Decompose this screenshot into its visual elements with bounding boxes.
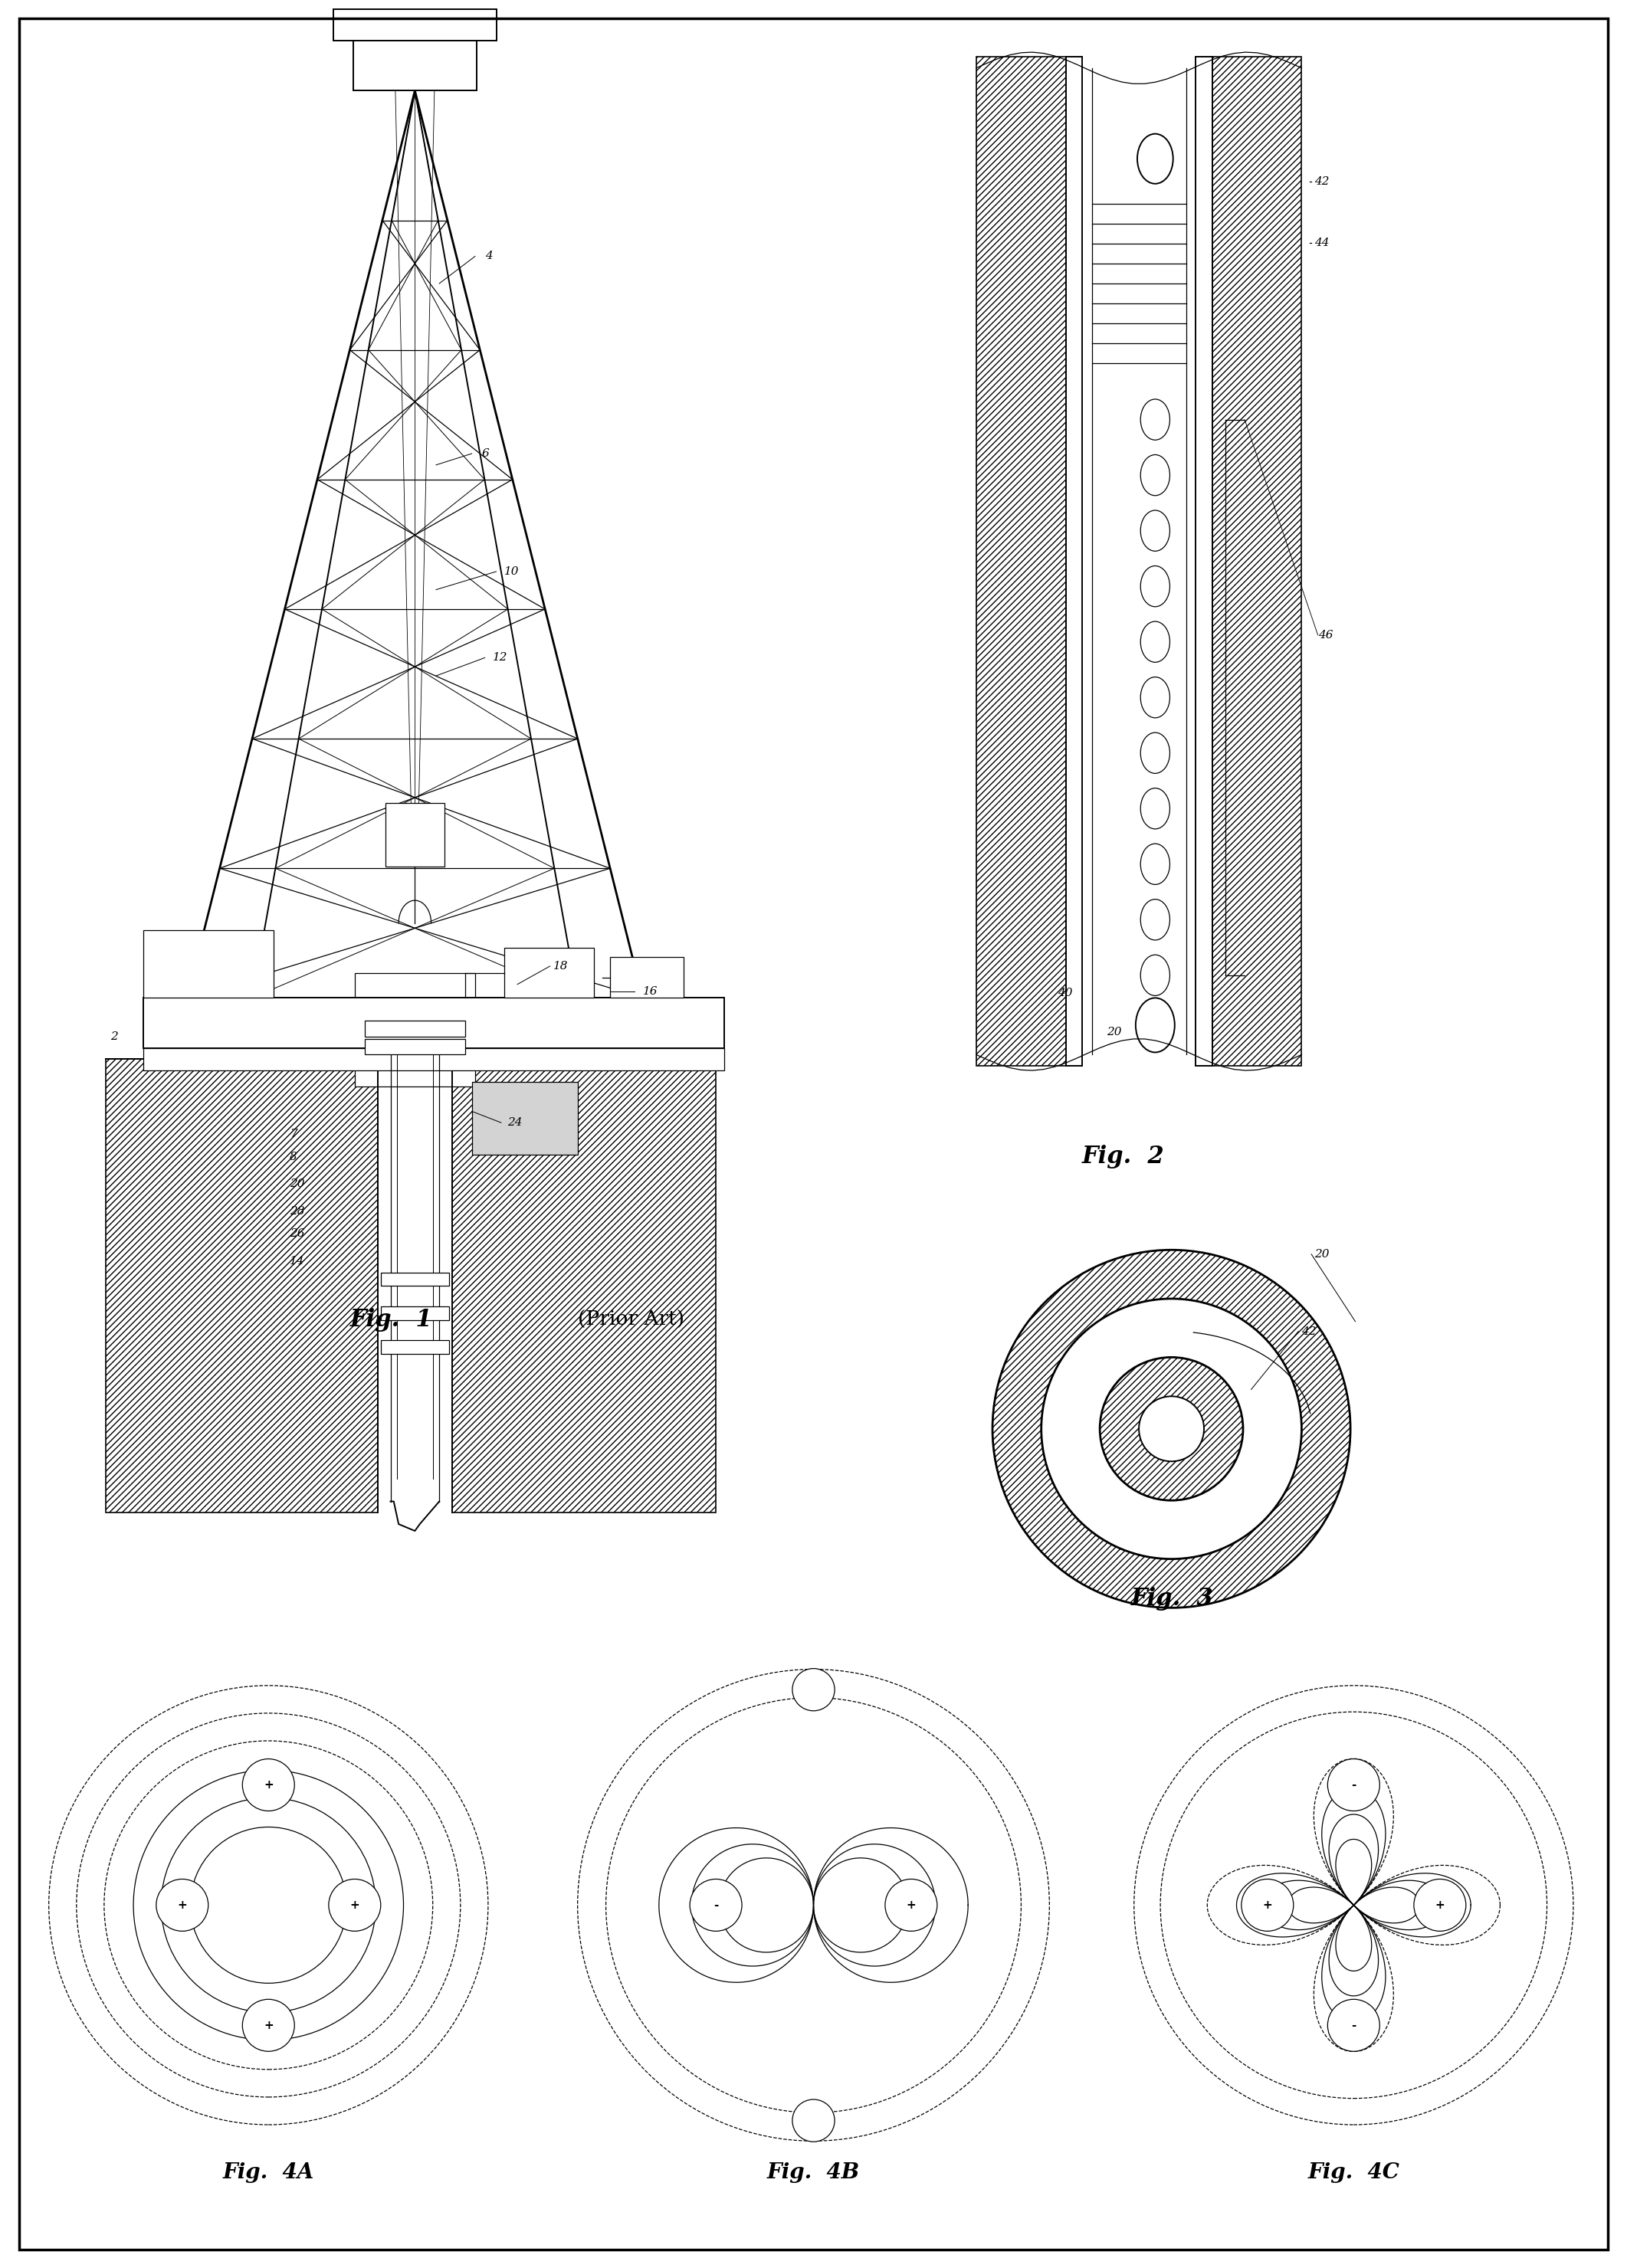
Bar [334,9,496,41]
Text: 28: 28 [290,1207,304,1216]
Text: 8: 8 [290,1152,298,1161]
Bar [353,41,477,91]
Ellipse shape [156,1880,208,1930]
Bar [386,803,444,866]
Text: +: + [350,1898,360,1912]
Text: +: + [906,1898,916,1912]
Circle shape [1141,955,1170,996]
Text: 7: 7 [290,1129,298,1139]
Text: +: + [264,2019,273,2032]
Text: 16: 16 [643,987,657,996]
Text: Fig.  1: Fig. 1 [350,1309,433,1331]
Bar [976,57,1066,1066]
Bar [355,973,475,1086]
Text: Fig.  4B: Fig. 4B [766,2161,861,2184]
Text: +: + [177,1898,187,1912]
Text: +: + [264,1778,273,1792]
Circle shape [1141,399,1170,440]
Circle shape [1141,676,1170,719]
Ellipse shape [1328,1760,1380,1810]
Circle shape [1141,787,1170,830]
Bar [504,948,594,998]
Text: 4: 4 [485,252,493,261]
Text: 44: 44 [1315,238,1329,247]
Text: 2: 2 [111,1032,119,1041]
Bar [1212,57,1302,1066]
Circle shape [1141,567,1170,608]
Ellipse shape [1414,1880,1466,1930]
Circle shape [1141,733,1170,773]
Bar [106,1059,377,1513]
Text: 40: 40 [1058,989,1072,998]
Circle shape [1137,134,1173,184]
Bar [381,1306,449,1320]
Ellipse shape [690,1880,742,1930]
Text: 20: 20 [1106,1027,1121,1036]
Bar [143,1048,724,1070]
Text: 46: 46 [1318,631,1333,640]
Bar [381,1272,449,1286]
Ellipse shape [792,1669,835,1710]
Bar [472,1082,578,1154]
Text: 14: 14 [290,1256,304,1266]
Text: -: - [1350,2019,1357,2032]
Circle shape [1141,844,1170,885]
Text: +: + [1263,1898,1272,1912]
Text: (Prior Art): (Prior Art) [578,1311,683,1329]
Ellipse shape [885,1880,937,1930]
Text: 26: 26 [290,1229,304,1238]
Ellipse shape [329,1880,381,1930]
Text: Fig.  2: Fig. 2 [1082,1145,1165,1168]
Ellipse shape [1241,1880,1293,1930]
Text: 6: 6 [482,449,490,458]
Bar [1196,57,1212,1066]
Circle shape [1141,898,1170,939]
Text: 10: 10 [504,567,519,576]
Bar [1066,57,1082,1066]
Text: +: + [1435,1898,1445,1912]
Text: 20: 20 [290,1179,304,1188]
Text: 20: 20 [1315,1250,1329,1259]
Circle shape [1141,621,1170,662]
Bar [381,1340,449,1354]
Text: Fig.  4C: Fig. 4C [1308,2161,1399,2184]
Ellipse shape [1139,1397,1204,1461]
Bar [143,930,273,998]
Bar [364,1021,465,1036]
Text: -: - [1350,1778,1357,1792]
Bar [143,998,724,1048]
Bar [610,957,683,998]
Ellipse shape [242,1760,294,1810]
Text: Fig.  3: Fig. 3 [1131,1588,1214,1610]
Ellipse shape [992,1250,1350,1608]
Ellipse shape [242,2000,294,2050]
Circle shape [1141,510,1170,551]
Text: 12: 12 [493,653,508,662]
Bar [364,1039,465,1055]
Text: 24: 24 [508,1118,522,1127]
Text: 42: 42 [1315,177,1329,186]
Text: Fig.  4A: Fig. 4A [223,2161,314,2184]
Bar [452,1059,716,1513]
Text: 42: 42 [1302,1327,1316,1336]
Ellipse shape [792,2100,835,2141]
Text: 18: 18 [553,962,568,971]
Ellipse shape [1100,1356,1243,1501]
Ellipse shape [1328,2000,1380,2050]
Ellipse shape [1041,1300,1302,1558]
Circle shape [1141,454,1170,494]
Circle shape [1136,998,1175,1052]
Text: -: - [713,1898,719,1912]
